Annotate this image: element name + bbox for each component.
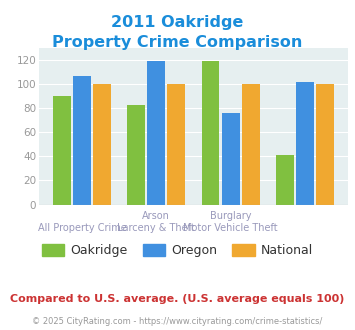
- Text: 2011 Oakridge: 2011 Oakridge: [111, 15, 244, 30]
- Text: Arson: Arson: [142, 211, 170, 221]
- Text: Burglary: Burglary: [210, 211, 251, 221]
- Text: Motor Vehicle Theft: Motor Vehicle Theft: [183, 223, 278, 233]
- Bar: [53, 96, 71, 205]
- Bar: [168, 84, 185, 205]
- Bar: [127, 105, 145, 205]
- Bar: [73, 76, 91, 205]
- Bar: [147, 61, 165, 205]
- Text: Property Crime Comparison: Property Crime Comparison: [52, 35, 303, 50]
- Bar: [93, 84, 111, 205]
- Text: Compared to U.S. average. (U.S. average equals 100): Compared to U.S. average. (U.S. average …: [10, 294, 345, 304]
- Bar: [242, 84, 260, 205]
- Text: © 2025 CityRating.com - https://www.cityrating.com/crime-statistics/: © 2025 CityRating.com - https://www.city…: [32, 317, 323, 326]
- Bar: [296, 82, 314, 205]
- Bar: [276, 155, 294, 205]
- Bar: [316, 84, 334, 205]
- Legend: Oakridge, Oregon, National: Oakridge, Oregon, National: [42, 244, 313, 257]
- Bar: [222, 113, 240, 205]
- Bar: [202, 61, 219, 205]
- Text: All Property Crime: All Property Crime: [38, 223, 126, 233]
- Text: Larceny & Theft: Larceny & Theft: [118, 223, 195, 233]
